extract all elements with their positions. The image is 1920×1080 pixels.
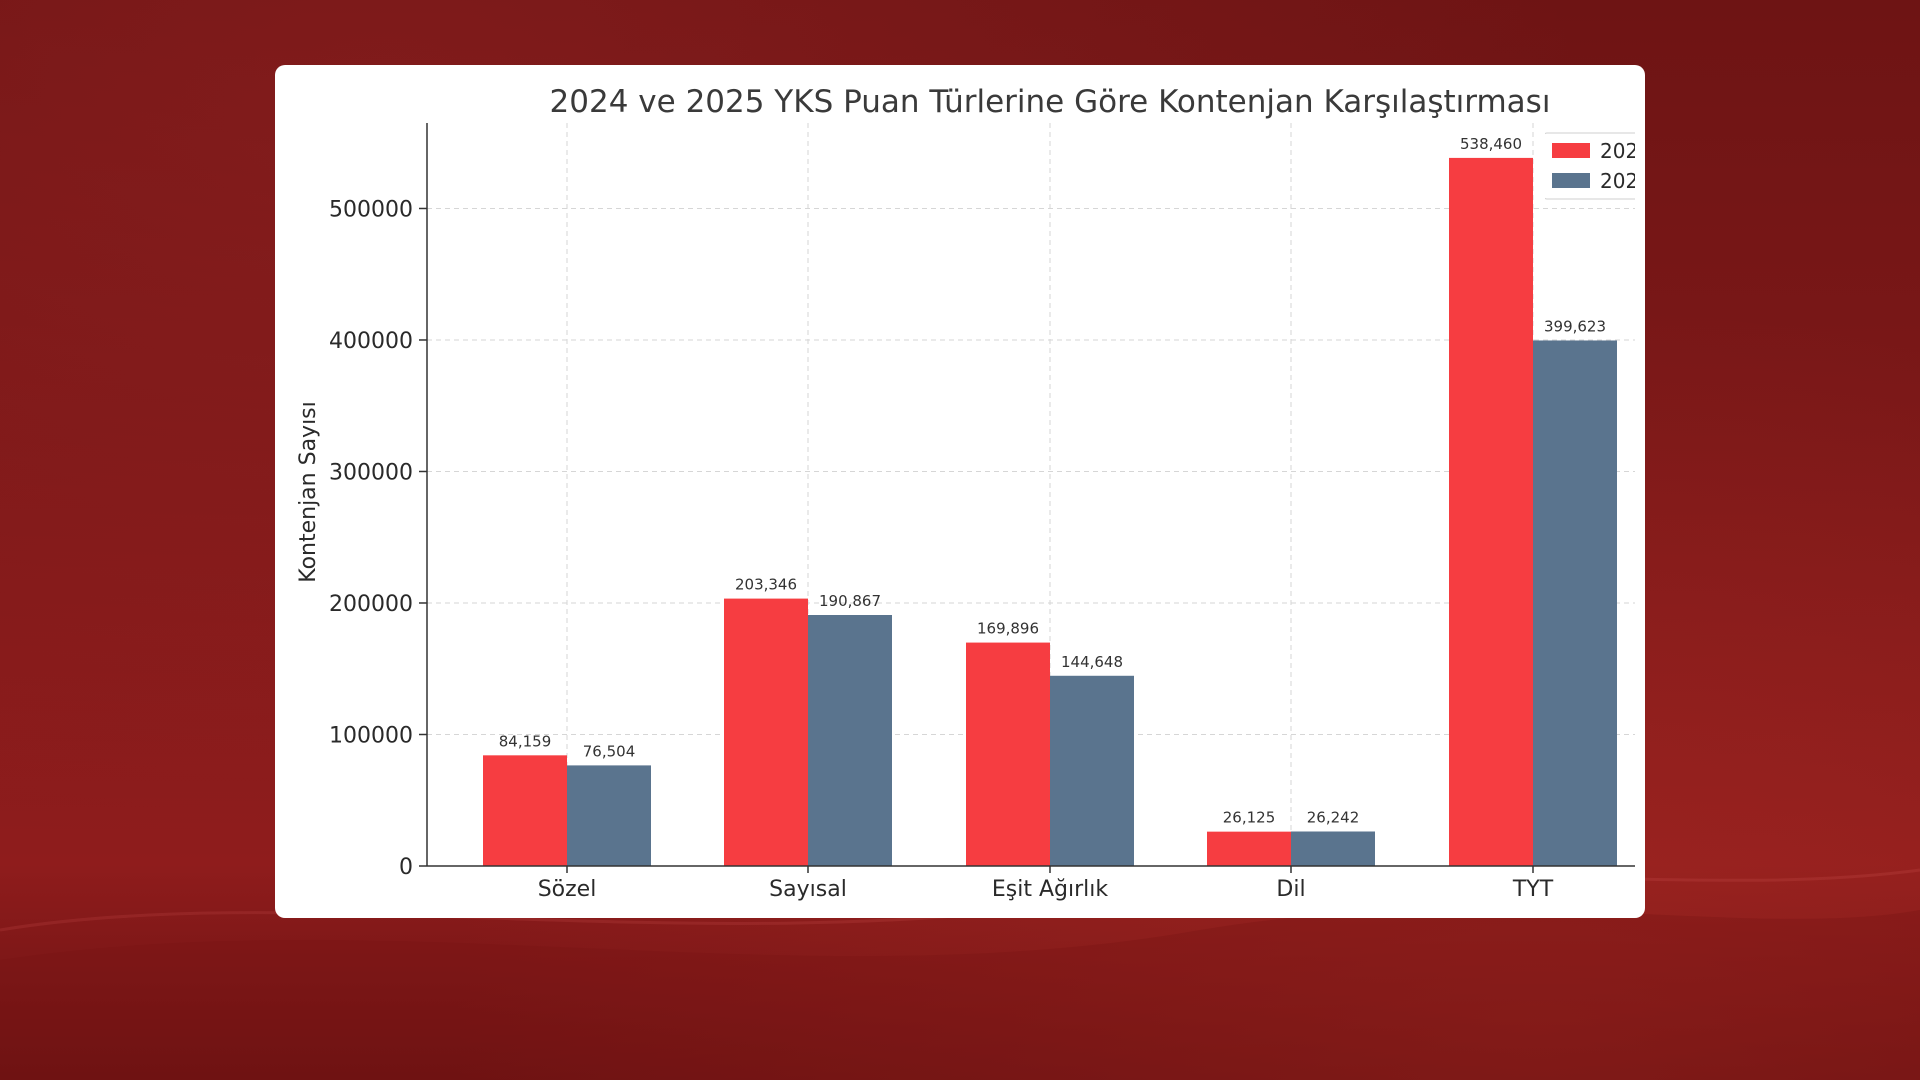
bar-value-label: 538,460 — [1460, 135, 1522, 153]
legend-entry: 202 — [1600, 169, 1638, 193]
y-tick-label: 100000 — [329, 723, 413, 748]
bar-series-1 — [724, 598, 808, 866]
bar-value-label: 26,125 — [1223, 809, 1276, 827]
x-tick-label: TYT — [1512, 877, 1554, 902]
axes: 0 100000 200000 300000 400000 500000 Sözel Sayı… — [329, 123, 1635, 902]
chart-title: 2024 ve 2025 YKS Puan Türlerine Göre Kon… — [550, 84, 1551, 120]
bar-value-label: 190,867 — [819, 592, 881, 610]
y-tick-label: 300000 — [329, 460, 413, 485]
data-labels: 84,159 203,346 169,896 26,125 538,460 76,504 1… — [499, 135, 1606, 827]
x-tick-label: Sayısal — [769, 877, 847, 902]
bar-value-label: 76,504 — [583, 742, 636, 760]
bar-value-label: 399,623 — [1544, 317, 1606, 335]
x-tick-label: Sözel — [538, 877, 597, 902]
y-tick-label: 200000 — [329, 592, 413, 617]
bar-value-label: 144,648 — [1061, 653, 1123, 671]
y-tick-label: 0 — [399, 855, 413, 880]
bars — [483, 157, 1617, 867]
y-axis-label: Kontenjan Sayısı — [296, 401, 321, 583]
legend-entry: 202 — [1600, 139, 1638, 163]
bar-series-2 — [1050, 675, 1134, 866]
bar-value-label: 169,896 — [977, 620, 1039, 638]
bar-series-1 — [1449, 157, 1533, 867]
y-tick-label: 500000 — [329, 197, 413, 222]
bar-series-1 — [966, 642, 1050, 866]
bar-series-2 — [808, 615, 892, 866]
bar-value-label: 84,159 — [499, 732, 552, 750]
y-tick-label: 400000 — [329, 329, 413, 354]
bar-value-label: 26,242 — [1307, 808, 1360, 826]
bar-chart: 2024 ve 2025 YKS Puan Türlerine Göre Kon… — [296, 84, 1638, 902]
x-tick-label: Dil — [1276, 877, 1305, 902]
x-tick-label: Eşit Ağırlık — [992, 877, 1108, 902]
bar-value-label: 203,346 — [735, 576, 797, 594]
legend-swatch — [1552, 143, 1590, 158]
bar-series-1 — [483, 755, 567, 866]
bar-series-2 — [1291, 831, 1375, 866]
chart-card: 2024 ve 2025 YKS Puan Türlerine Göre Kon… — [275, 65, 1645, 918]
bar-series-2 — [567, 765, 651, 866]
legend-swatch — [1552, 173, 1590, 188]
bar-series-2 — [1533, 340, 1617, 867]
bar-series-1 — [1207, 831, 1291, 866]
